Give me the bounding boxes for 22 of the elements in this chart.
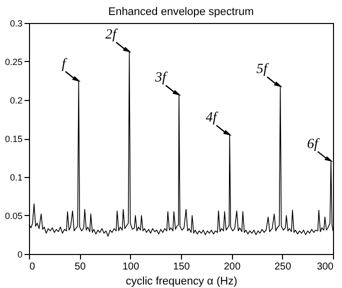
annotation: 4f [206, 110, 219, 126]
annotation: 2f [105, 27, 118, 42]
x-tick-label: 150 [173, 262, 190, 272]
x-tick-label: 200 [224, 262, 241, 272]
y-tick-label: 0.15 [4, 134, 22, 144]
x-tick-label: 50 [74, 262, 86, 272]
y-tick-label: 0 [17, 250, 22, 260]
y-tick-label: 0.1 [10, 172, 22, 182]
annotation: 5f [256, 62, 270, 78]
x-tick-label: 100 [122, 262, 140, 272]
x-tick-label: 250 [274, 262, 292, 272]
x-tick-label: 0 [30, 262, 36, 272]
y-tick-label: 0.05 [4, 211, 22, 221]
x-axis-title: cyclic frequency α (Hz) [126, 276, 238, 288]
x-tick-label: 300 [316, 262, 334, 272]
annotation: 3f [154, 70, 168, 86]
annotation: f [62, 56, 68, 72]
y-tick-label: 0.2 [10, 96, 22, 106]
y-tick-label: 0.25 [4, 57, 22, 67]
annotation: 6f [307, 136, 320, 152]
chart-title: Enhanced envelope spectrum [108, 6, 254, 18]
y-tick-label: 0.3 [10, 18, 22, 28]
